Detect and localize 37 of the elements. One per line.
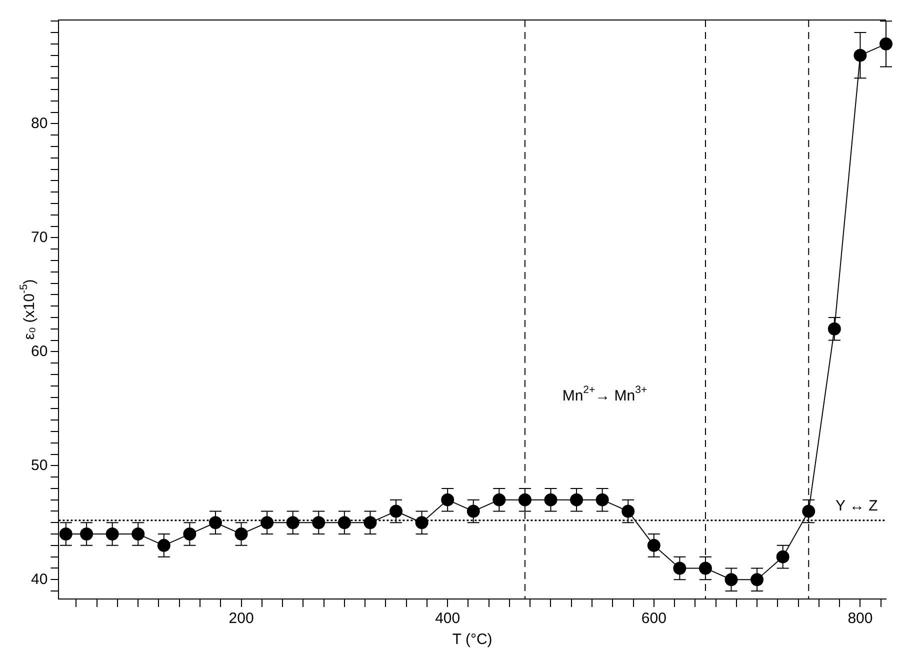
y-axis-title: ε₀ (x10-5): [18, 279, 38, 340]
y-tick-label: 60: [30, 342, 48, 360]
point: [132, 528, 145, 541]
point: [647, 538, 660, 552]
point: [673, 562, 686, 575]
point: [518, 493, 532, 506]
ref-line-label: Y ↔ Z: [836, 497, 878, 514]
x-axis-title: T (°C): [452, 631, 492, 648]
point: [622, 504, 635, 518]
point: [157, 538, 170, 552]
x-tick-label: 600: [641, 610, 666, 628]
point: [234, 528, 248, 541]
x-tick-label: 400: [435, 610, 460, 628]
point: [544, 493, 558, 506]
point: [390, 504, 403, 518]
point: [492, 493, 506, 506]
point: [854, 48, 867, 62]
x-tick-label: 800: [848, 610, 873, 628]
x-tick-label: 200: [228, 610, 254, 628]
y-tick-label: 80: [30, 114, 48, 132]
point: [106, 528, 119, 541]
point: [698, 562, 712, 575]
point: [570, 493, 584, 506]
y-tick-label: 50: [30, 456, 48, 474]
point: [750, 573, 764, 586]
point: [183, 528, 196, 541]
point: [596, 493, 609, 506]
y-tick-label: 70: [30, 228, 48, 246]
point: [724, 573, 738, 586]
point: [828, 322, 841, 336]
point: [466, 504, 480, 518]
point: [776, 550, 790, 564]
point: [80, 528, 94, 541]
point: [441, 493, 454, 506]
point: [880, 37, 892, 50]
point: [802, 504, 816, 518]
y-tick-label: 40: [30, 570, 48, 588]
